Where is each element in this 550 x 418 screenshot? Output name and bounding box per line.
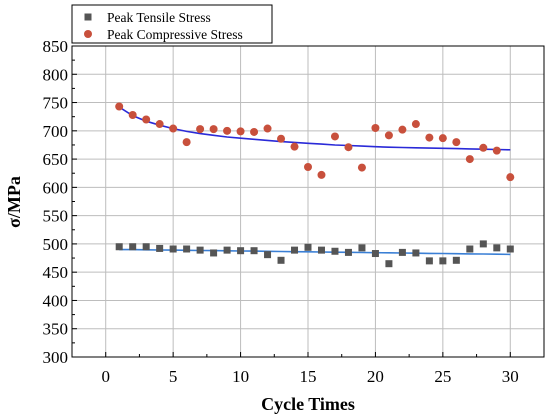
tensile-point xyxy=(196,246,204,254)
y-tick-label: 500 xyxy=(43,235,69,254)
compressive-point xyxy=(398,125,407,134)
legend-compressive-label: Peak Compressive Stress xyxy=(107,27,243,42)
tensile-point xyxy=(439,257,447,265)
x-tick-label: 0 xyxy=(101,367,110,386)
tensile-point xyxy=(115,243,123,251)
legend-tensile-label: Peak Tensile Stress xyxy=(107,10,211,25)
compressive-point xyxy=(169,124,178,133)
compressive-point xyxy=(142,115,151,124)
tensile-point xyxy=(277,256,285,264)
y-tick-label: 400 xyxy=(43,291,69,310)
y-tick-label: 650 xyxy=(43,150,69,169)
x-tick-label: 25 xyxy=(434,367,451,386)
y-axis-title: σ/MPa xyxy=(4,176,24,228)
compressive-point xyxy=(209,125,218,134)
grid xyxy=(72,45,544,358)
compressive-point xyxy=(492,146,501,155)
x-tick-label: 10 xyxy=(232,367,249,386)
tensile-point xyxy=(344,248,352,256)
legend-square-marker xyxy=(84,13,92,21)
compressive-point xyxy=(128,110,137,119)
tensile-point xyxy=(412,249,420,257)
compressive-point xyxy=(465,155,474,164)
compressive-point xyxy=(425,133,434,142)
compressive-point xyxy=(452,138,461,147)
tensile-point xyxy=(331,247,339,255)
tensile-point xyxy=(466,245,474,253)
x-tick-label: 5 xyxy=(169,367,178,386)
compressive-point xyxy=(506,173,515,182)
compressive-point xyxy=(479,143,488,152)
tensile-point xyxy=(237,247,245,255)
compressive-point xyxy=(371,123,380,132)
tensile-point xyxy=(142,243,150,251)
compressive-point xyxy=(182,138,191,147)
tensile-point xyxy=(479,240,487,248)
tensile-point xyxy=(358,244,366,252)
y-tick-label: 850 xyxy=(43,37,69,56)
compressive-point xyxy=(317,170,326,179)
compressive-point xyxy=(357,163,366,172)
tensile-point xyxy=(493,244,501,252)
x-tick-label: 30 xyxy=(502,367,519,386)
tensile-point xyxy=(264,251,272,259)
tensile-point xyxy=(452,256,460,264)
tensile-point xyxy=(250,247,258,255)
compressive-point xyxy=(344,143,353,152)
tensile-point xyxy=(506,245,514,253)
y-tick-label: 800 xyxy=(43,65,69,84)
x-axis: 0 5 10 15 20 25 30 xyxy=(101,352,519,386)
compressive-point xyxy=(250,127,259,136)
y-axis: 300 350 400 450 500 550 600 650 700 750 800 850 xyxy=(43,37,77,367)
tensile-point xyxy=(169,245,177,253)
compressive-point xyxy=(384,131,393,140)
tensile-point xyxy=(210,249,218,257)
compressive-point xyxy=(263,124,272,133)
x-tick-label: 15 xyxy=(300,367,317,386)
tensile-point xyxy=(223,246,231,254)
y-tick-label: 450 xyxy=(43,263,69,282)
legend-circle-marker xyxy=(84,30,92,38)
compressive-point xyxy=(290,142,299,151)
tensile-point xyxy=(156,244,164,252)
y-tick-label: 700 xyxy=(43,122,69,141)
compressive-point xyxy=(330,132,339,141)
compressive-point xyxy=(115,102,124,111)
tensile-point xyxy=(398,248,406,256)
legend: Peak Tensile Stress Peak Compressive Stre… xyxy=(71,4,273,44)
compressive-point xyxy=(236,127,245,136)
y-tick-label: 300 xyxy=(43,348,69,367)
tensile-point xyxy=(291,246,299,254)
compressive-point xyxy=(411,120,420,129)
compressive-point xyxy=(277,134,286,143)
tensile-point xyxy=(317,246,325,254)
y-tick-label: 350 xyxy=(43,320,69,339)
tensile-point xyxy=(183,245,191,253)
compressive-point xyxy=(223,126,232,135)
compressive-point xyxy=(438,134,447,143)
tensile-point xyxy=(425,257,433,265)
y-tick-label: 550 xyxy=(43,207,69,226)
legend-box xyxy=(71,4,273,44)
y-tick-label: 600 xyxy=(43,178,69,197)
compressive-point xyxy=(304,163,312,172)
tensile-point xyxy=(304,243,312,251)
data-points xyxy=(115,102,515,268)
compressive-fit-line xyxy=(118,106,511,151)
x-tick-label: 20 xyxy=(367,367,384,386)
tensile-point xyxy=(129,243,137,251)
compressive-point xyxy=(155,120,164,129)
tensile-point xyxy=(371,250,379,258)
compressive-point xyxy=(196,125,205,134)
y-tick-label: 750 xyxy=(43,94,69,113)
tensile-point xyxy=(385,260,393,268)
x-axis-title: Cycle Times xyxy=(261,394,355,414)
